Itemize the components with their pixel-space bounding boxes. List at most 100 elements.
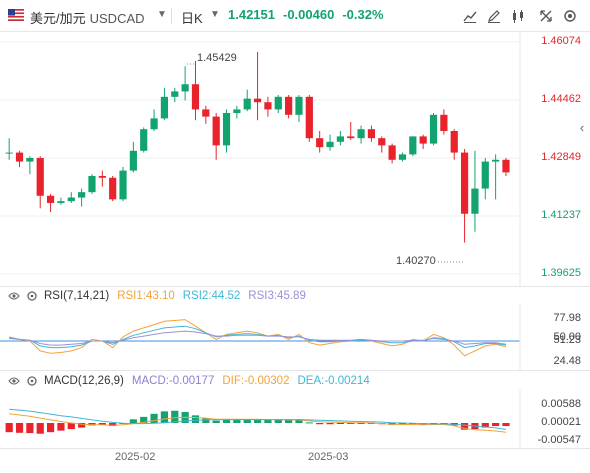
macd-bar [222, 419, 231, 423]
candle-body [140, 129, 148, 151]
macd-bar [36, 423, 44, 434]
timeframe-selector[interactable]: 日K [181, 11, 203, 26]
candlestick-chart[interactable] [0, 32, 590, 286]
rsi-tick: 51.23 [553, 334, 581, 346]
macd-bar [243, 419, 251, 423]
macd-bar [398, 423, 407, 425]
candle-body [357, 129, 365, 139]
candle-body [160, 96, 169, 119]
chevron-down-icon[interactable]: ▼ [210, 9, 220, 20]
macd-bar [5, 423, 13, 433]
macd-bar [129, 419, 137, 423]
candle-body [440, 114, 448, 132]
candle-body [191, 84, 200, 110]
candle-body [119, 170, 127, 200]
price-info: 1.42151 -0.00460 -0.32% [228, 7, 392, 22]
macd-bar [67, 423, 75, 430]
macd-bar [316, 423, 324, 425]
macd-legend: MACD(12,26,9) MACD:-0.00177 DIF:-0.00302… [8, 375, 378, 387]
candle-body [109, 177, 117, 200]
chevron-down-icon[interactable]: ▼ [157, 9, 167, 20]
rsi-chart[interactable] [0, 304, 590, 370]
us-flag-icon [8, 9, 24, 21]
settings-icon[interactable] [26, 375, 38, 387]
macd-bar [150, 413, 158, 423]
candle-body [202, 109, 210, 117]
fullscreen-icon[interactable] [537, 7, 555, 25]
macd-bar [160, 411, 169, 423]
divider [171, 8, 172, 24]
candle-body [285, 96, 293, 115]
candle-body [57, 201, 65, 203]
rsi2-line [9, 325, 507, 349]
chevron-left-icon[interactable]: ‹ [579, 120, 585, 135]
candle-body [222, 113, 231, 146]
candle-body [429, 114, 438, 144]
price-tick: 1.42849 [541, 151, 581, 163]
price-tick: 1.39625 [541, 267, 581, 279]
macd-bar [285, 419, 293, 423]
rsi-title: RSI(7,14,21) [44, 290, 110, 302]
panel-divider [0, 286, 590, 287]
macd-bar [305, 422, 313, 424]
candle-body [409, 136, 417, 155]
pair-code: USDCAD [89, 11, 145, 26]
macd-bar [88, 423, 96, 426]
macd-chart[interactable] [0, 390, 590, 448]
low-price-annotation: 1.40270 [396, 255, 436, 267]
candle-body [5, 152, 13, 154]
macd-bar [140, 416, 148, 423]
candle-body [243, 98, 251, 110]
macd-bar [274, 419, 282, 423]
panel-divider [0, 370, 590, 371]
macd-tick: -0.00547 [537, 434, 581, 446]
candle-body [316, 138, 324, 148]
candle-body [460, 152, 469, 214]
indicator-icon[interactable] [509, 7, 527, 25]
candle-body [326, 141, 334, 148]
candle-body [253, 98, 262, 103]
price-change-pct: -0.32% [342, 7, 384, 22]
candle-body [181, 84, 189, 92]
candle-body [295, 96, 303, 115]
candle-body [171, 91, 179, 97]
macd-bar [336, 423, 344, 424]
macd-bar [98, 423, 106, 425]
macd-bar [171, 410, 179, 423]
macd-bar [78, 423, 86, 428]
rsi3-value: RSI3:45.89 [248, 290, 306, 302]
chart-style-icon[interactable] [461, 7, 479, 25]
rsi-legend: RSI(7,14,21) RSI1:43.10 RSI2:44.52 RSI3:… [8, 290, 314, 302]
settings-icon[interactable] [26, 290, 38, 302]
draw-icon[interactable] [485, 7, 503, 25]
macd-tick: 0.00588 [541, 398, 581, 410]
macd-bar [295, 419, 303, 423]
macd-bar [460, 423, 469, 430]
macd-bar [202, 418, 210, 423]
price-tick: 1.44462 [541, 93, 581, 105]
candle-body [264, 102, 272, 110]
date-label: 2025-02 [115, 451, 156, 463]
dea-line [9, 408, 507, 430]
candle-body [26, 157, 34, 162]
rsi1-line [9, 319, 507, 357]
panel-divider [0, 448, 590, 449]
candle-body [305, 96, 313, 139]
candle-body [388, 145, 396, 160]
macd-title: MACD(12,26,9) [44, 375, 124, 387]
eye-icon[interactable] [8, 290, 20, 302]
rsi1-value: RSI1:43.10 [117, 290, 175, 302]
candle-body [471, 188, 479, 214]
candle-body [274, 96, 282, 110]
macd-bar [191, 415, 200, 423]
symbol-selector[interactable]: 美元/加元 USDCAD [30, 8, 145, 27]
settings-icon[interactable] [561, 7, 579, 25]
eye-icon[interactable] [8, 375, 20, 387]
macd-value: MACD:-0.00177 [131, 375, 215, 387]
price-tick: 1.46074 [541, 35, 581, 47]
rsi-tick: 77.98 [553, 312, 581, 324]
dif-value: DIF:-0.00302 [222, 375, 290, 387]
macd-bar [326, 423, 334, 425]
candle-body [212, 116, 220, 146]
macd-bar [212, 420, 220, 423]
